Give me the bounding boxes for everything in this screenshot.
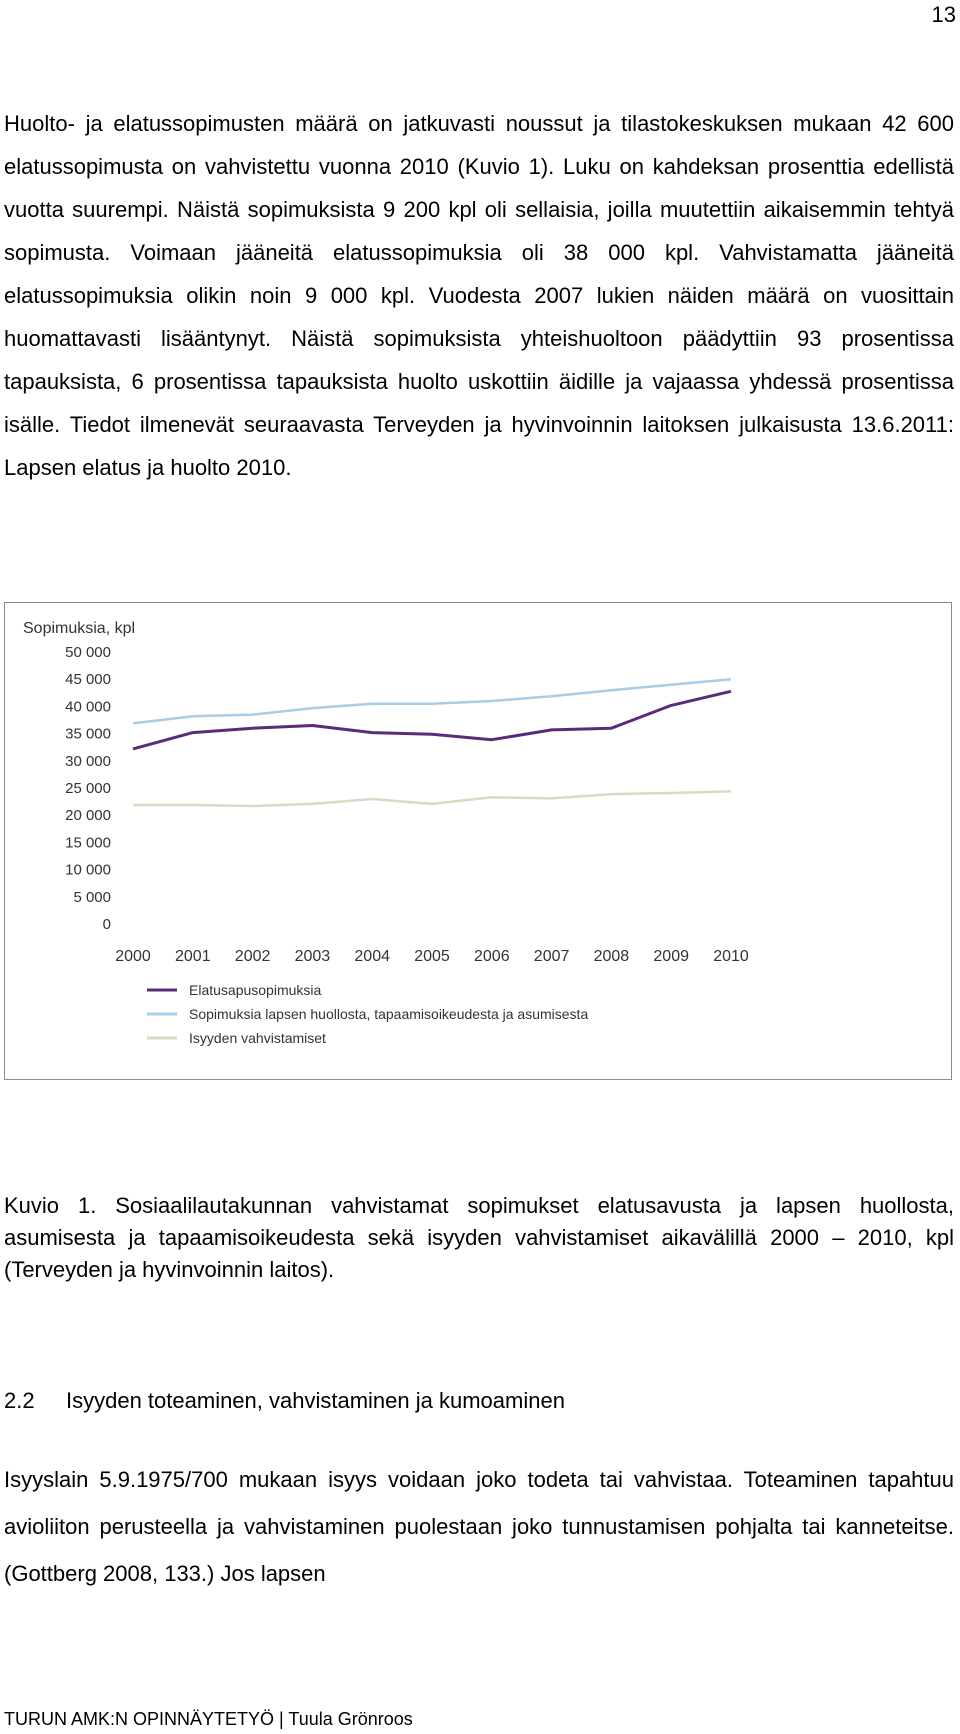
body-paragraph-1: Huolto- ja elatussopimusten määrä on jat… — [4, 111, 954, 480]
page-number: 13 — [931, 2, 956, 27]
x-tick-label: 2005 — [414, 948, 450, 965]
legend-label-2: Sopimuksia lapsen huollosta, tapaamisoik… — [189, 1006, 588, 1022]
chart-figure: Sopimuksia, kpl 0 5 000 10 000 15 000 20 000… — [4, 602, 952, 1080]
y-tick-label: 0 — [103, 916, 111, 933]
y-tick-label: 20 000 — [65, 807, 111, 824]
x-tick-label: 2003 — [295, 948, 331, 965]
x-tick-label: 2009 — [653, 948, 689, 965]
series-line-1 — [132, 689, 732, 751]
y-tick-label: 50 000 — [65, 644, 111, 661]
y-tick-label: 15 000 — [65, 834, 111, 851]
section-title: Isyyden toteaminen, vahvistaminen ja kum… — [66, 1388, 565, 1413]
x-tick-label: 2004 — [354, 948, 390, 965]
y-tick-label: 40 000 — [65, 698, 111, 715]
section-number: 2.2 — [4, 1388, 35, 1413]
x-tick-label: 2007 — [534, 948, 570, 965]
series-line-3 — [133, 790, 732, 808]
y-tick-label: 10 000 — [65, 862, 111, 879]
x-tick-label: 2006 — [474, 948, 510, 965]
x-tick-label: 2001 — [175, 948, 211, 965]
y-tick-label: 45 000 — [65, 671, 111, 688]
section-heading: 2.2 Isyyden toteaminen, vahvistaminen ja … — [4, 1385, 565, 1417]
y-tick-label: 30 000 — [65, 753, 111, 770]
series-line-2 — [132, 678, 732, 725]
x-tick-label: 2000 — [115, 948, 151, 965]
y-tick-label: 25 000 — [65, 780, 111, 797]
figure-caption: Kuvio 1. Sosiaalilautakunnan vahvistamat… — [4, 1193, 954, 1282]
y-tick-label: 35 000 — [65, 726, 111, 743]
legend-label-1: Elatusapusopimuksia — [189, 982, 322, 998]
x-tick-label: 2008 — [594, 948, 630, 965]
x-tick-label: 2002 — [235, 948, 271, 965]
page-footer: TURUN AMK:N OPINNÄYTETYÖ | Tuula Grönroo… — [4, 1709, 413, 1729]
x-tick-label: 2010 — [713, 948, 749, 965]
legend-label-3: Isyyden vahvistamiset — [189, 1030, 326, 1046]
line-chart: Sopimuksia, kpl 0 5 000 10 000 15 000 20 000… — [23, 620, 749, 1046]
y-tick-label: 5 000 — [73, 889, 111, 906]
body-paragraph-2: Isyyslain 5.9.1975/700 mukaan isyys void… — [4, 1467, 954, 1586]
chart-y-axis-label: Sopimuksia, kpl — [23, 620, 135, 637]
